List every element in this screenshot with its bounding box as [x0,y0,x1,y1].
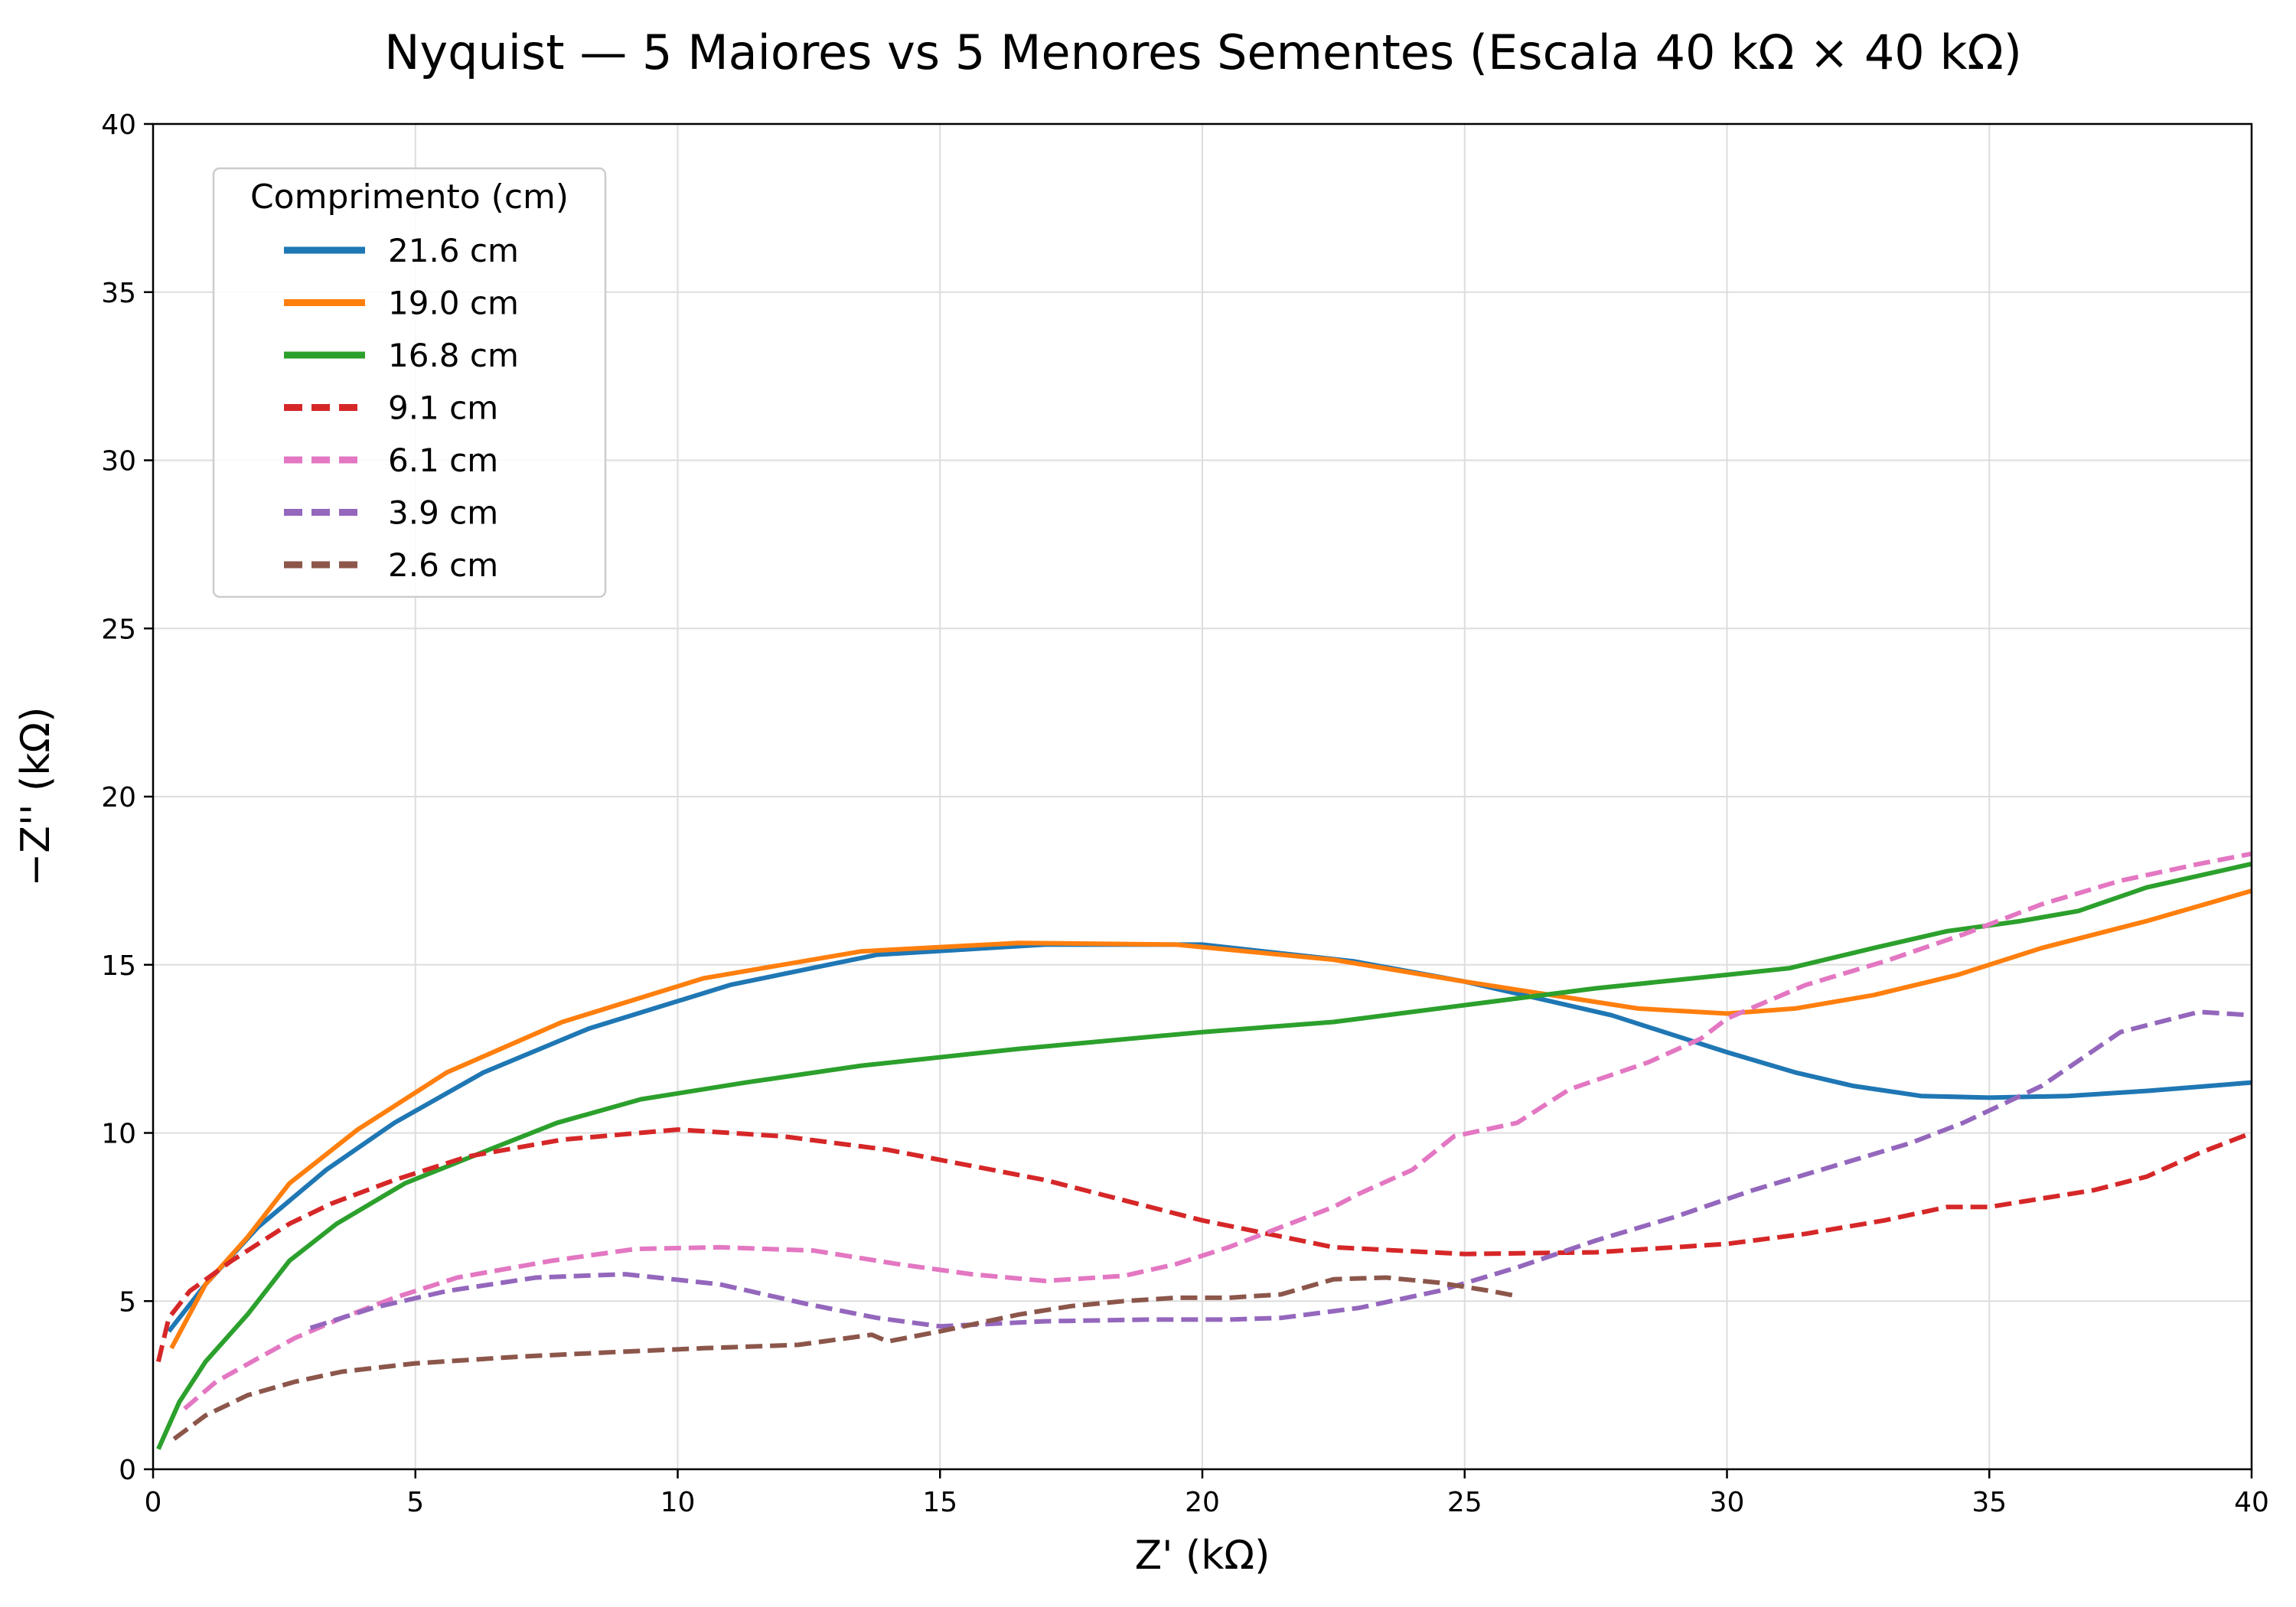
x-axis-label: Z' (kΩ) [1135,1533,1270,1579]
x-tick-label: 10 [660,1487,696,1518]
x-tick-label: 35 [1971,1487,2007,1518]
y-tick-label: 40 [101,109,136,141]
legend-box [212,167,607,598]
legend-items: 21.6 cm 19.0 cm 16.8 cm 9.1 cm 6.1 cm 3.9 cm 2… [284,232,519,584]
series-line-16-8-cm [156,861,2252,1450]
series-line-9-1-cm [155,1127,2253,1363]
axis-ticks: 0 5 10 15 20 25 30 35 40 0 5 10 15 20 25 30 35 40 [101,109,2269,1518]
x-tick-label: 0 [145,1487,162,1518]
y-tick-label: 5 [119,1286,136,1318]
legend-label: 21.6 cm [388,232,519,269]
legend: Comprimento (cm) 21.6 cm 19.0 cm 16.8 cm 9.… [212,167,607,598]
legend-label: 16.8 cm [388,337,519,374]
x-tick-label: 30 [1710,1487,1745,1518]
x-tick-label: 20 [1185,1487,1220,1518]
x-tick-label: 5 [406,1487,424,1518]
legend-label: 2.6 cm [388,546,498,584]
y-tick-label: 30 [101,446,136,478]
series-lines [155,851,2253,1450]
series-line-2-6-cm [172,1275,1518,1441]
y-tick-label: 35 [101,278,136,309]
legend-label: 9.1 cm [388,390,498,427]
chart-title: Nyquist — 5 Maiores vs 5 Menores Semente… [384,24,2022,80]
legend-title: Comprimento (cm) [250,178,569,217]
y-tick-label: 10 [101,1119,136,1150]
y-tick-label: 25 [101,614,136,645]
x-tick-label: 25 [1447,1487,1482,1518]
legend-label: 19.0 cm [388,285,519,322]
legend-label: 6.1 cm [388,442,498,479]
x-tick-label: 15 [922,1487,957,1518]
y-tick-label: 15 [101,950,136,982]
y-axis-label: −Z'' (kΩ) [13,707,59,887]
series-line-19-0-cm [169,888,2252,1350]
y-tick-label: 20 [101,782,136,813]
y-tick-label: 0 [119,1455,136,1486]
series-line-6-1-cm [183,851,2252,1411]
legend-label: 3.9 cm [388,494,498,532]
x-tick-label: 40 [2234,1487,2269,1518]
